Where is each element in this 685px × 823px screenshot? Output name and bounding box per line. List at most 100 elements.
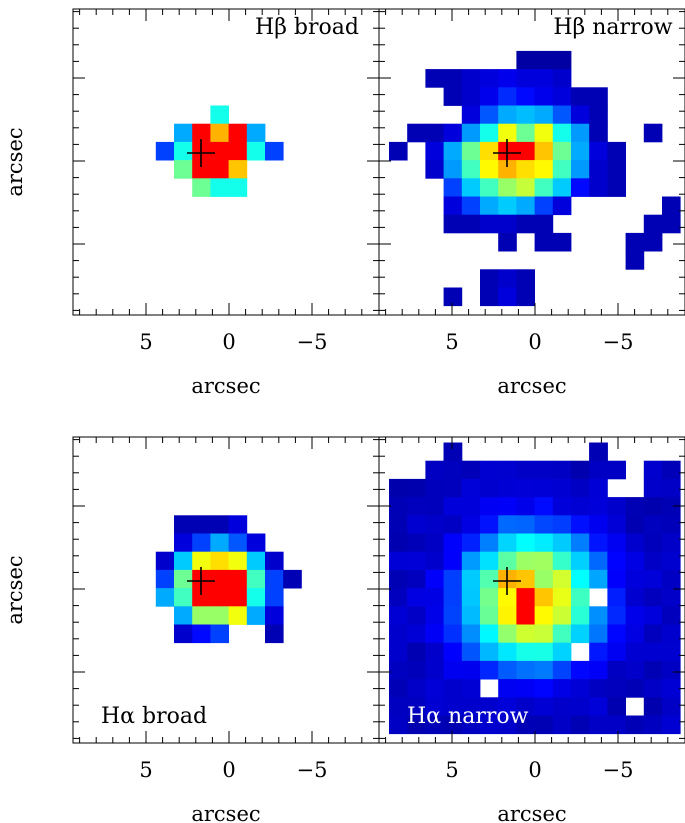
pixel — [516, 141, 535, 161]
pixel — [589, 515, 608, 534]
pixel — [407, 624, 426, 644]
pixel — [607, 460, 626, 480]
pixel — [552, 141, 572, 161]
pixel-map — [155, 105, 284, 197]
pixel — [643, 606, 663, 625]
pixel — [662, 588, 681, 607]
pixel — [516, 269, 535, 288]
y-axis-label: arcsec — [3, 127, 27, 196]
pixel — [498, 69, 517, 88]
pixel — [480, 533, 499, 553]
pixel — [552, 679, 572, 698]
pixel — [174, 569, 193, 589]
pixel — [516, 123, 535, 143]
pixel — [625, 606, 645, 625]
pixel — [534, 515, 554, 534]
pixel — [534, 460, 554, 480]
pixel — [589, 178, 608, 197]
pixel — [607, 606, 626, 625]
pixel — [662, 697, 681, 716]
pixel — [407, 551, 426, 571]
pixel — [571, 141, 590, 161]
pixel — [443, 196, 463, 216]
pixel — [534, 606, 554, 625]
pixel — [228, 569, 248, 589]
pixel — [443, 123, 463, 143]
x-axis-label: arcsec — [191, 374, 260, 398]
pixel-map — [389, 442, 681, 735]
pixel — [192, 533, 211, 553]
pixel — [461, 660, 481, 680]
pixel — [552, 478, 572, 498]
pixel — [534, 697, 554, 716]
pixel — [443, 660, 463, 680]
pixel — [407, 569, 426, 589]
pixel — [480, 178, 499, 197]
pixel — [607, 588, 626, 607]
pixel — [552, 497, 572, 516]
pixel — [228, 160, 248, 179]
pixel — [480, 269, 499, 288]
pixel — [607, 533, 626, 553]
pixel — [498, 551, 517, 571]
pixel — [589, 497, 608, 516]
pixel — [425, 497, 444, 516]
pixel — [443, 624, 463, 644]
pixel — [228, 606, 248, 625]
pixel — [607, 642, 626, 662]
pixel — [643, 697, 663, 716]
pixel — [516, 105, 535, 125]
pixel — [516, 50, 535, 70]
pixel — [571, 533, 590, 553]
pixel — [534, 660, 554, 680]
pixel — [174, 551, 193, 571]
pixel — [407, 606, 426, 625]
pixel — [516, 715, 535, 735]
pixel — [461, 214, 481, 234]
pixel — [516, 460, 535, 480]
pixel — [192, 588, 211, 607]
pixel — [389, 478, 408, 498]
pixel — [425, 624, 444, 644]
pixel — [571, 515, 590, 534]
pixel — [480, 569, 499, 589]
pixel — [425, 478, 444, 498]
pixel — [589, 105, 608, 125]
pixel — [589, 123, 608, 143]
panel-label: Hα broad — [101, 704, 207, 729]
pixel — [607, 624, 626, 644]
panel-hbeta-broad: 5 0 −5 arcsec arcsec Hβ broad — [3, 8, 380, 398]
pixel — [662, 551, 681, 571]
pixel — [552, 569, 572, 589]
pixel — [389, 660, 408, 680]
pixel — [589, 606, 608, 625]
pixel — [155, 141, 175, 161]
pixel — [480, 497, 499, 516]
pixel — [461, 515, 481, 534]
pixel — [228, 533, 248, 553]
axis-ticks — [379, 9, 685, 315]
pixel — [265, 588, 284, 607]
pixel — [534, 569, 554, 589]
panel-halpha-narrow: 5 0 −5 arcsec Hα narrow — [378, 436, 685, 823]
pixel — [425, 533, 444, 553]
centroid-cross-icon — [187, 567, 215, 595]
pixel — [607, 160, 626, 179]
pixel — [480, 551, 499, 571]
pixel — [443, 679, 463, 698]
pixel — [480, 123, 499, 143]
pixel — [498, 269, 517, 288]
pixel — [534, 588, 554, 607]
pixel — [174, 624, 193, 644]
panel-frame — [378, 436, 685, 744]
pixel — [534, 69, 554, 88]
pixel — [589, 624, 608, 644]
pixel — [407, 715, 426, 735]
centroid-cross-icon — [493, 139, 521, 167]
pixel-map — [389, 50, 681, 307]
pixel — [552, 123, 572, 143]
pixel — [662, 606, 681, 625]
pixel — [534, 214, 554, 234]
pixel — [498, 697, 517, 716]
pixel — [552, 50, 572, 70]
